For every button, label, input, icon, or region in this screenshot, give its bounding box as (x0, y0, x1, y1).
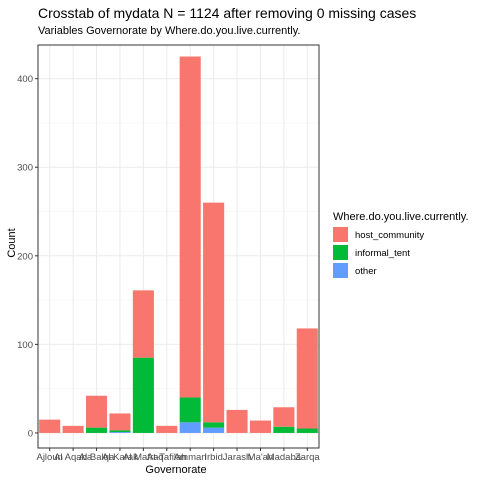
bar-segment-informal-tent (296, 428, 318, 433)
bar-segment-other (109, 432, 131, 433)
bar-segment-host-community (179, 56, 201, 398)
bar-segment-host-community (156, 425, 178, 433)
x-tick-label: Madaba (267, 452, 302, 463)
bar-segment-host-community (273, 407, 295, 427)
bar-segment-informal-tent (86, 427, 108, 433)
x-tick-label: Al Aqaba (54, 452, 93, 463)
chart-title: Crosstab of mydata N = 1124 after removi… (38, 5, 416, 21)
x-axis-label: Governorate (145, 464, 206, 476)
y-axis-label: Count (6, 228, 18, 257)
y-tick-label: 100 (17, 340, 33, 351)
plot-border (37, 44, 320, 449)
legend-title: Where.do.you.live.currently. (333, 211, 469, 223)
x-tick-label: Al Balqa (79, 452, 115, 463)
x-tick-label: At-Tafilah (147, 452, 187, 463)
bar-segment-host-community (86, 395, 108, 428)
bars (39, 56, 318, 433)
bar-segment-host-community (226, 409, 248, 433)
legend-swatch (333, 227, 348, 242)
bar-segment-other (203, 427, 225, 433)
x-tick-label: Amman (174, 452, 207, 463)
legend-label: other (355, 266, 377, 277)
x-tick-label: Zarqa (295, 452, 321, 463)
x-tick-label: Ma'an (248, 452, 274, 463)
x-tick-label: Al Mafraq (123, 452, 164, 463)
bar-segment-informal-tent (179, 397, 201, 423)
y-tick-label: 400 (17, 74, 33, 85)
bar-segment-host-community (62, 425, 84, 433)
x-tick-label: Irbid (204, 452, 222, 463)
y-tick-label: 300 (17, 163, 33, 174)
bar-segment-informal-tent (203, 422, 225, 428)
chart-subtitle: Variables Governorate by Where.do.you.li… (38, 25, 301, 37)
bar-segment-host-community (203, 202, 225, 423)
x-tick-label: Ajloun (36, 452, 62, 463)
y-tick-label: 200 (17, 251, 33, 262)
x-tick-label: Jarash (223, 452, 252, 463)
bar-segment-informal-tent (132, 357, 154, 433)
bar-segment-informal-tent (109, 430, 131, 433)
y-axis-ticks: 0 100 200 300 400 (17, 74, 38, 439)
legend: Where.do.you.live.currently. host_commun… (333, 211, 469, 278)
bar-segment-host-community (39, 419, 61, 433)
legend-swatch (333, 245, 348, 260)
bar-segment-informal-tent (273, 426, 295, 433)
x-tick-label: Al Karak (102, 452, 138, 463)
legend-label: host_community (355, 230, 424, 241)
bar-segment-host-community (109, 413, 131, 431)
bar-segment-host-community (249, 420, 271, 433)
plot-panel (38, 45, 319, 448)
legend-swatch (333, 263, 348, 278)
bar-segment-other (179, 422, 201, 433)
legend-label: informal_tent (355, 248, 410, 259)
bar-segment-host-community (296, 328, 318, 429)
y-tick-label: 0 (28, 428, 33, 439)
bar-segment-host-community (132, 290, 154, 358)
